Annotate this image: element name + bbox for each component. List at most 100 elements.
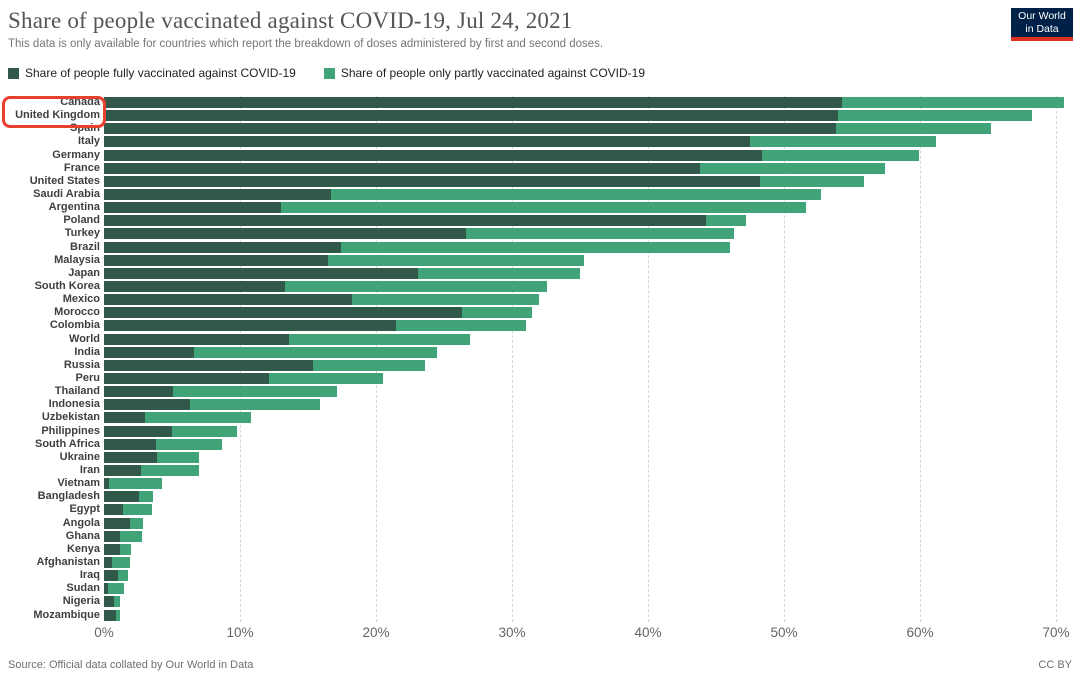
bar-fully-segment[interactable] (104, 254, 329, 266)
x-tick-label: 40% (634, 625, 662, 640)
bar-fully-segment[interactable] (104, 543, 121, 555)
bar-fully-segment[interactable] (104, 478, 110, 490)
license-note[interactable]: CC BY (1038, 659, 1072, 671)
bar-partly-segment[interactable] (838, 110, 1032, 122)
bar-fully-segment[interactable] (104, 320, 397, 332)
bar-fully-segment[interactable] (104, 465, 141, 476)
chart-row: Poland (0, 214, 1080, 227)
bar-partly-segment[interactable] (140, 465, 200, 476)
chart-row: Kenya (0, 543, 1080, 556)
chart-row: Uzbekistan (0, 411, 1080, 424)
bar-fully-segment[interactable] (104, 346, 194, 358)
bar-partly-segment[interactable] (759, 175, 865, 187)
bar-partly-segment[interactable] (139, 491, 153, 503)
bar-partly-segment[interactable] (123, 504, 152, 516)
bar-fully-segment[interactable] (104, 241, 341, 253)
bar-track (104, 346, 438, 358)
bar-fully-segment[interactable] (104, 609, 117, 621)
chart-row: United States (0, 175, 1080, 188)
bar-partly-segment[interactable] (706, 215, 746, 227)
bar-partly-segment[interactable] (699, 162, 885, 174)
bar-fully-segment[interactable] (104, 530, 121, 542)
bar-partly-segment[interactable] (328, 254, 585, 266)
bar-fully-segment[interactable] (104, 162, 700, 174)
bar-partly-segment[interactable] (109, 478, 163, 490)
bar-track (104, 175, 865, 187)
bar-fully-segment[interactable] (104, 97, 843, 109)
bar-partly-segment[interactable] (129, 517, 144, 529)
bar-fully-segment[interactable] (104, 281, 285, 293)
bar-partly-segment[interactable] (750, 136, 937, 148)
bar-partly-segment[interactable] (351, 294, 540, 306)
bar-fully-segment[interactable] (104, 149, 763, 161)
bar-fully-segment[interactable] (104, 215, 707, 227)
bar-partly-segment[interactable] (313, 359, 425, 371)
bar-fully-segment[interactable] (104, 399, 190, 411)
country-label: South Africa (35, 437, 100, 450)
bar-fully-segment[interactable] (104, 189, 332, 201)
bar-fully-segment[interactable] (104, 517, 130, 529)
bar-track (104, 202, 806, 214)
bar-partly-segment[interactable] (280, 202, 806, 214)
bar-track (104, 399, 321, 411)
bar-partly-segment[interactable] (116, 609, 121, 621)
bar-fully-segment[interactable] (104, 202, 281, 214)
owid-logo[interactable]: Our World in Data (1011, 8, 1073, 41)
bar-partly-segment[interactable] (189, 399, 321, 411)
bar-fully-segment[interactable] (104, 491, 140, 503)
bar-partly-segment[interactable] (461, 307, 533, 319)
chart-row: Iraq (0, 569, 1080, 582)
bar-fully-segment[interactable] (104, 412, 145, 424)
bar-partly-segment[interactable] (108, 583, 125, 595)
bar-fully-segment[interactable] (104, 386, 174, 398)
bar-partly-segment[interactable] (172, 425, 238, 437)
bar-fully-segment[interactable] (104, 175, 760, 187)
bar-partly-segment[interactable] (762, 149, 919, 161)
bar-fully-segment[interactable] (104, 556, 113, 568)
bar-partly-segment[interactable] (112, 556, 130, 568)
bar-partly-segment[interactable] (288, 333, 470, 345)
legend-item[interactable]: Share of people fully vaccinated against… (8, 66, 296, 80)
bar-fully-segment[interactable] (104, 373, 269, 385)
bar-fully-segment[interactable] (104, 307, 462, 319)
bar-fully-segment[interactable] (104, 123, 836, 135)
bar-partly-segment[interactable] (340, 241, 730, 253)
legend-item[interactable]: Share of people only partly vaccinated a… (323, 66, 645, 80)
bar-fully-segment[interactable] (104, 583, 109, 595)
gridline (240, 96, 241, 622)
bar-fully-segment[interactable] (104, 228, 466, 240)
bar-partly-segment[interactable] (331, 189, 821, 201)
bar-partly-segment[interactable] (268, 373, 383, 385)
bar-partly-segment[interactable] (144, 412, 251, 424)
bar-fully-segment[interactable] (104, 570, 118, 582)
bar-partly-segment[interactable] (120, 543, 132, 555)
bar-fully-segment[interactable] (104, 267, 419, 279)
bar-partly-segment[interactable] (117, 570, 129, 582)
bar-partly-segment[interactable] (835, 123, 991, 135)
bar-fully-segment[interactable] (104, 359, 314, 371)
bar-partly-segment[interactable] (155, 438, 223, 450)
bar-fully-segment[interactable] (104, 596, 114, 608)
bar-partly-segment[interactable] (173, 386, 337, 398)
bar-partly-segment[interactable] (120, 530, 143, 542)
chart-row: Sudan (0, 582, 1080, 595)
bar-fully-segment[interactable] (104, 451, 158, 463)
bar-partly-segment[interactable] (193, 346, 438, 358)
bar-partly-segment[interactable] (396, 320, 526, 332)
bar-partly-segment[interactable] (418, 267, 580, 279)
bar-partly-segment[interactable] (113, 596, 121, 608)
bar-partly-segment[interactable] (157, 451, 200, 463)
bar-fully-segment[interactable] (104, 438, 156, 450)
bar-fully-segment[interactable] (104, 294, 352, 306)
bar-partly-segment[interactable] (284, 281, 548, 293)
country-label: Malaysia (54, 253, 100, 266)
bar-fully-segment[interactable] (104, 425, 172, 437)
chart-row: South Africa (0, 438, 1080, 451)
bar-fully-segment[interactable] (104, 136, 750, 148)
bar-track (104, 162, 885, 174)
bar-fully-segment[interactable] (104, 333, 289, 345)
bar-fully-segment[interactable] (104, 504, 124, 516)
bar-partly-segment[interactable] (465, 228, 734, 240)
bar-fully-segment[interactable] (104, 110, 839, 122)
bar-partly-segment[interactable] (842, 97, 1065, 109)
